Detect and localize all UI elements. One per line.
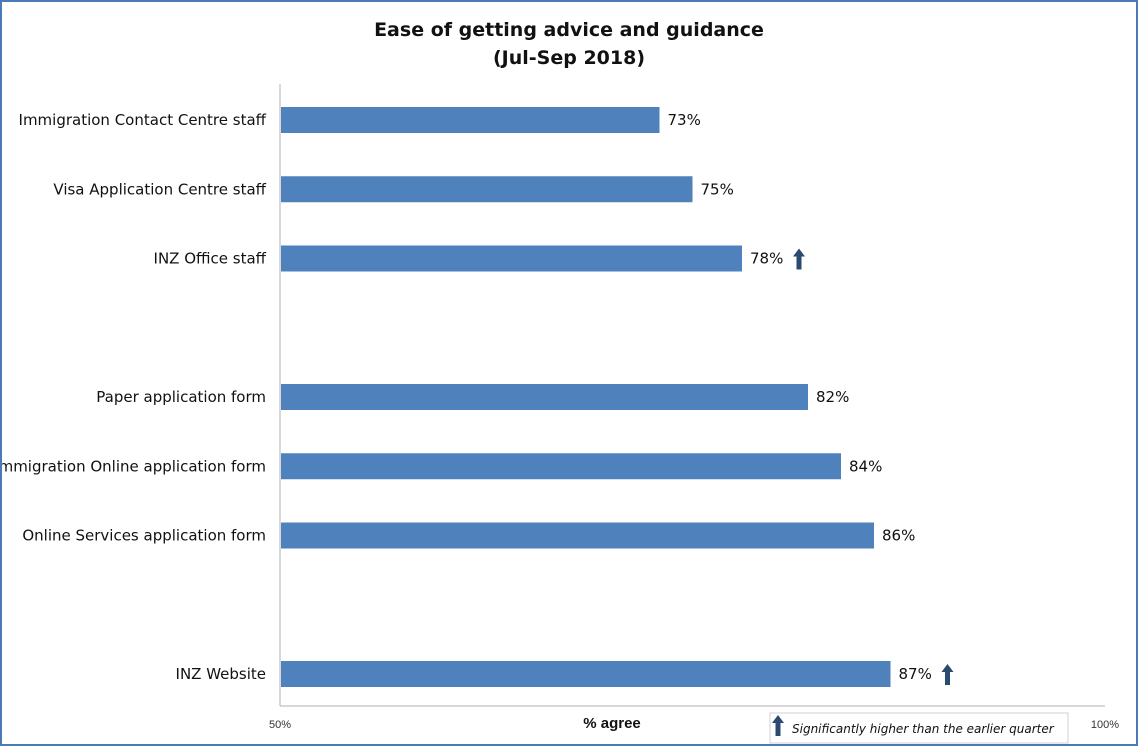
bars-layer: Immigration Contact Centre staff 73% Visa … bbox=[2, 107, 954, 687]
legend-label: Significantly higher than the earlier qu… bbox=[792, 722, 1055, 736]
category-label: Online Services application form bbox=[22, 527, 266, 545]
value-label: 78% bbox=[750, 250, 783, 268]
x-tick-label-min: 50% bbox=[269, 719, 291, 731]
value-label: 73% bbox=[668, 111, 701, 129]
chart-subtitle: (Jul-Sep 2018) bbox=[493, 47, 645, 69]
value-label: 84% bbox=[849, 457, 882, 475]
legend-box bbox=[769, 712, 1069, 744]
significance-up-arrow-icon bbox=[793, 248, 805, 270]
x-tick-label-max: 100% bbox=[1091, 719, 1119, 731]
bar bbox=[281, 245, 742, 272]
up-arrow-icon bbox=[772, 715, 784, 736]
value-label: 86% bbox=[882, 527, 915, 545]
bar bbox=[281, 522, 874, 549]
significance-up-arrow-icon bbox=[941, 664, 954, 685]
legend: Significantly higher than the earlier qu… bbox=[769, 712, 1069, 744]
x-axis-label: % agree bbox=[583, 715, 641, 732]
legend-up-arrow-icon bbox=[772, 715, 784, 736]
category-label: Immigration Contact Centre staff bbox=[19, 111, 267, 129]
chart-title: Ease of getting advice and guidance bbox=[374, 19, 764, 41]
bar bbox=[281, 107, 660, 133]
bar bbox=[281, 384, 808, 410]
category-label: INZ Office staff bbox=[154, 250, 267, 268]
bar bbox=[281, 453, 841, 480]
value-label: 75% bbox=[701, 180, 734, 198]
up-arrow-icon-shape bbox=[793, 248, 805, 270]
category-label: Paper application form bbox=[96, 388, 266, 406]
bar bbox=[281, 661, 891, 687]
category-label: Visa Application Centre staff bbox=[53, 180, 266, 198]
value-label: 82% bbox=[816, 388, 849, 406]
category-label: Immigration Online application form bbox=[2, 457, 266, 475]
value-label: 87% bbox=[899, 665, 932, 683]
up-arrow-icon-shape bbox=[772, 715, 784, 736]
up-arrow-icon-shape bbox=[941, 664, 954, 685]
bar bbox=[281, 176, 693, 203]
category-label: INZ Website bbox=[176, 665, 266, 683]
